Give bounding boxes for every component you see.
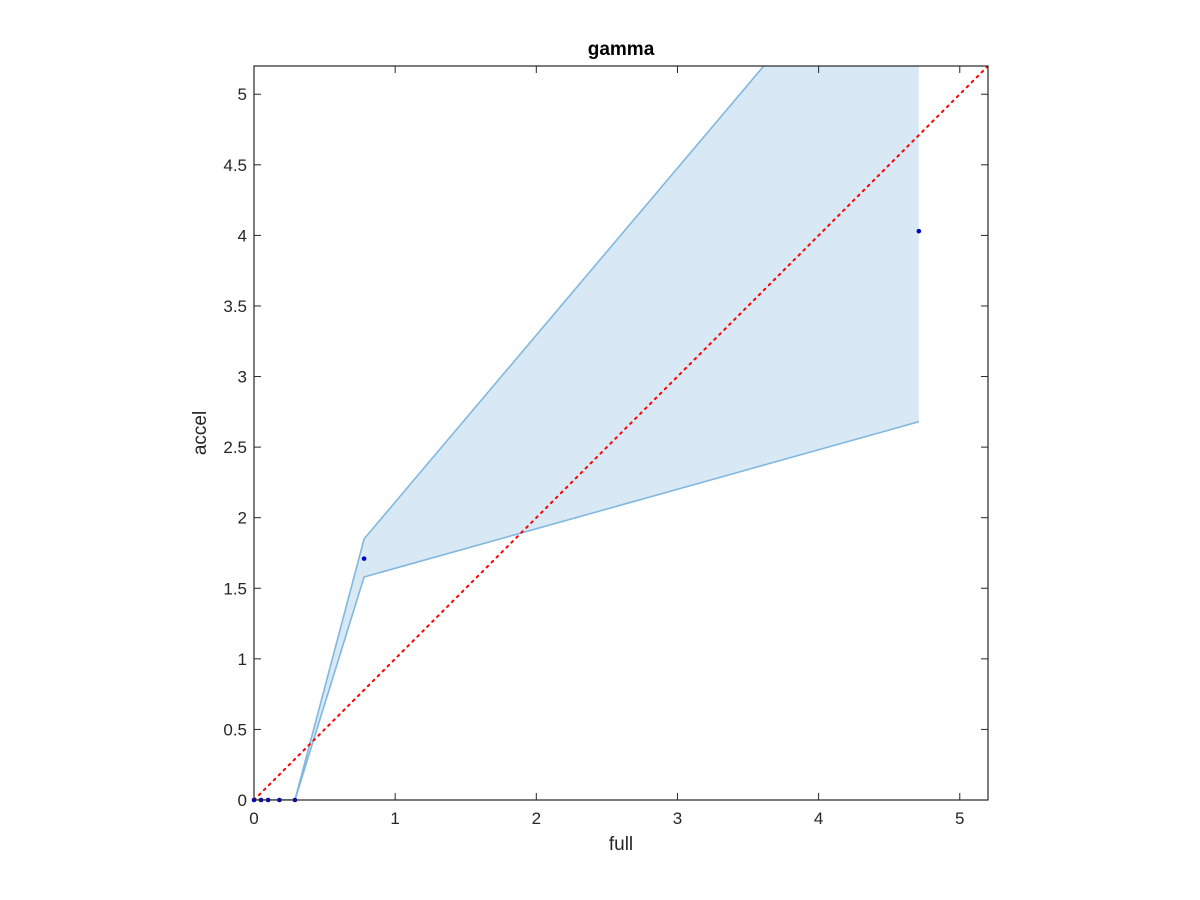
y-tick-label: 3.5 [223, 297, 247, 316]
x-tick-label: 3 [673, 809, 682, 828]
x-tick-label: 1 [390, 809, 399, 828]
x-tick-label: 5 [955, 809, 964, 828]
band-upper-line [254, 66, 765, 800]
y-tick-label: 3 [238, 368, 247, 387]
y-tick-label: 1.5 [223, 579, 247, 598]
band-fill [254, 66, 919, 800]
y-tick-label: 4.5 [223, 156, 247, 175]
axis-ticks-layer: 0 1 2 3 4 5 0 0.5 1 1.5 2 2.5 3 3.5 4 4.5 5 [223, 66, 988, 828]
y-tick-label: 2.5 [223, 438, 247, 457]
y-tick-label: 2 [238, 509, 247, 528]
x-tick-label: 2 [532, 809, 541, 828]
x-axis-label: full [609, 834, 633, 855]
data-point [361, 556, 367, 561]
y-tick-label: 4 [238, 226, 247, 245]
data-point [916, 228, 922, 234]
y-tick-label: 5 [238, 85, 247, 104]
y-axis-label: accel [190, 411, 211, 455]
band-lower-line [254, 420, 920, 800]
x-tick-label: 0 [249, 809, 258, 828]
confidence-band-layer [254, 66, 920, 800]
x-tick-label: 4 [814, 809, 823, 828]
y-tick-label: 0.5 [223, 720, 247, 739]
chart-title: gamma [588, 39, 655, 60]
reference-line-layer [254, 66, 988, 800]
y-tick-label: 0 [238, 791, 247, 810]
plot-frame [253, 65, 989, 801]
reference-line [254, 66, 988, 800]
y-tick-label: 1 [238, 650, 247, 669]
